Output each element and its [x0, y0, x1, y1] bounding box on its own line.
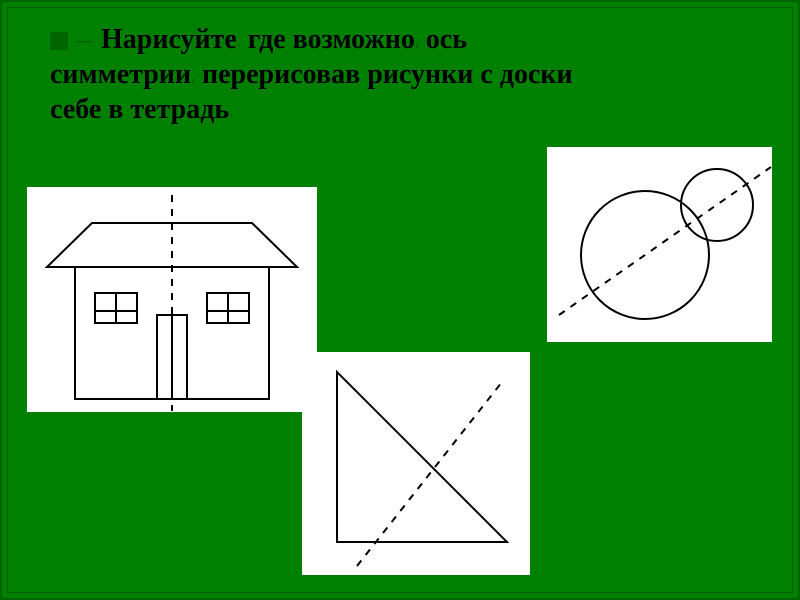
title-text-1a: Нарисуйте [101, 24, 237, 55]
title-line-2: симметрии, перерисовав рисунки с доски [50, 57, 750, 92]
title-text-2b: перерисовав рисунки с доски [195, 59, 573, 90]
dash-accent: — [76, 33, 90, 50]
title-line-1: — Нарисуйте, где возможно, ось [50, 22, 750, 57]
title-text-1b: где возможно [241, 24, 415, 55]
title-block: — Нарисуйте, где возможно, ось симметрии… [50, 22, 750, 127]
slide: — Нарисуйте, где возможно, ось симметрии… [0, 0, 800, 600]
period-accent: . [229, 103, 233, 119]
triangle-svg [302, 352, 530, 575]
triangle-axis [357, 382, 502, 566]
small-circle [681, 169, 753, 241]
house-svg [27, 187, 317, 412]
circles-axis [559, 167, 771, 315]
figure-house [27, 187, 317, 412]
figure-circles [547, 147, 772, 342]
title-text-2a: симметрии [50, 59, 191, 90]
title-text-1c: ось [419, 24, 467, 55]
title-line-3: себе в тетрадь. [50, 92, 750, 127]
figure-triangle [302, 352, 530, 575]
circles-svg [547, 147, 772, 342]
title-text-3a: себе в тетрадь [50, 94, 229, 125]
triangle-shape [337, 372, 507, 542]
bullet-icon [50, 32, 68, 50]
